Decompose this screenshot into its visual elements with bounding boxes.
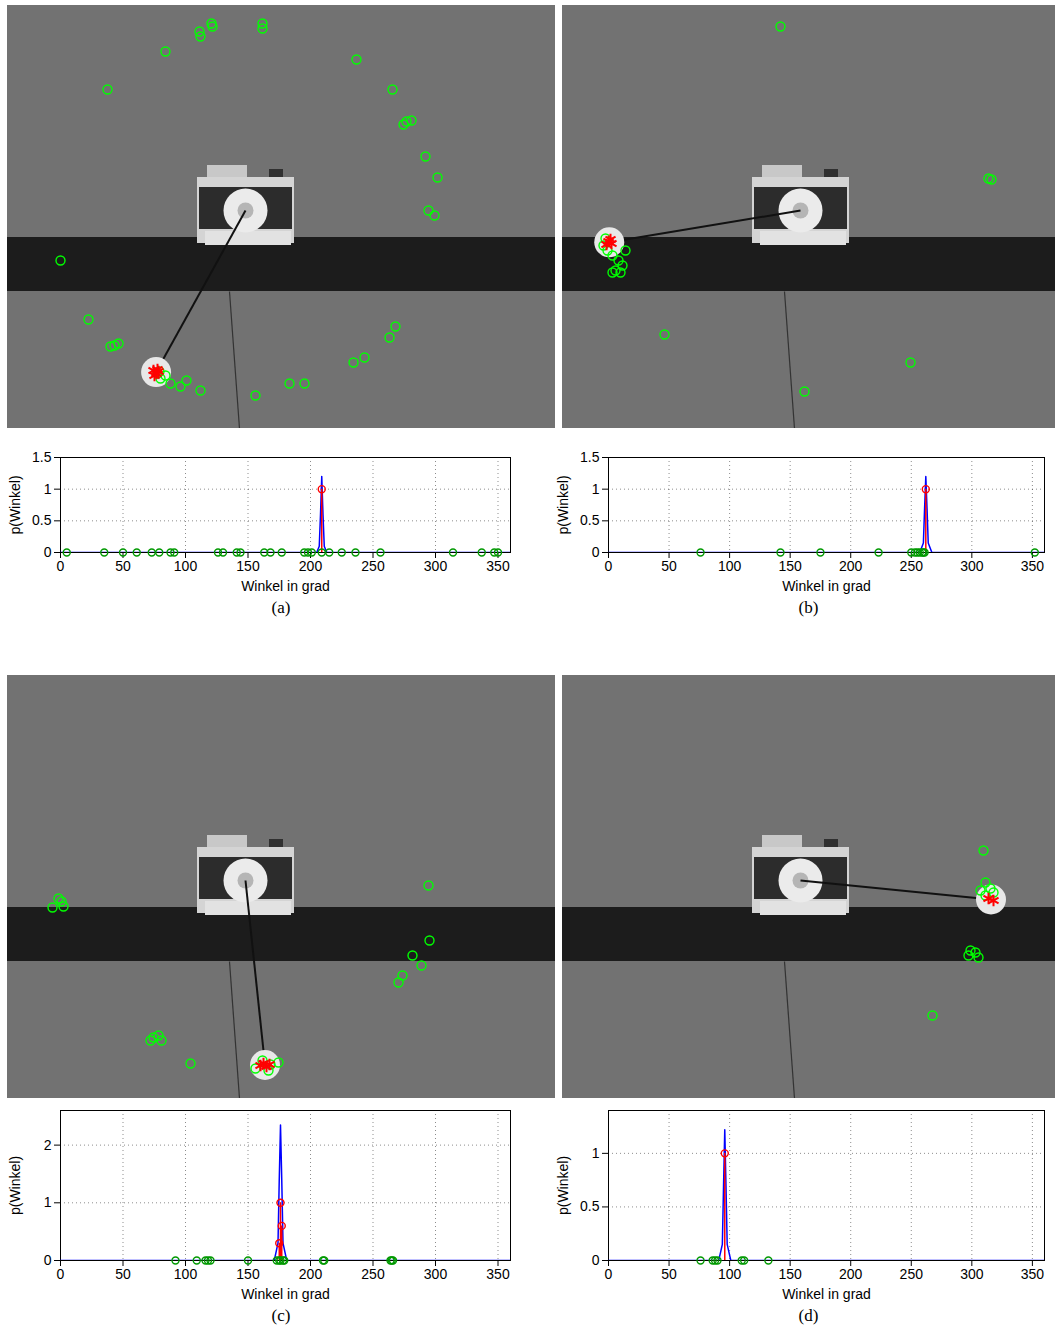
svg-text:p(Winkel): p(Winkel) — [7, 1156, 23, 1215]
svg-text:150: 150 — [778, 558, 802, 574]
svg-text:100: 100 — [718, 558, 742, 574]
svg-text:250: 250 — [361, 1266, 385, 1282]
svg-text:300: 300 — [424, 558, 448, 574]
svg-text:0: 0 — [44, 544, 52, 560]
svg-text:1: 1 — [592, 1145, 600, 1161]
svg-text:Winkel in grad: Winkel in grad — [241, 578, 330, 594]
svg-text:p(Winkel): p(Winkel) — [555, 475, 571, 534]
svg-text:200: 200 — [839, 558, 863, 574]
svg-text:1.5: 1.5 — [32, 449, 52, 465]
svg-text:350: 350 — [486, 558, 510, 574]
svg-text:1: 1 — [592, 481, 600, 497]
html-text:(d): (d) — [798, 1306, 819, 1325]
svg-text:250: 250 — [900, 558, 924, 574]
svg-text:0: 0 — [605, 1266, 613, 1282]
svg-text:p(Winkel): p(Winkel) — [7, 475, 23, 534]
html-text:(c): (c) — [271, 1306, 291, 1325]
svg-text:Winkel in grad: Winkel in grad — [241, 1286, 330, 1302]
svg-text:350: 350 — [1021, 1266, 1045, 1282]
svg-text:0.5: 0.5 — [580, 512, 600, 528]
svg-text:50: 50 — [115, 558, 131, 574]
html-text:(b): (b) — [798, 598, 819, 617]
svg-text:300: 300 — [960, 1266, 984, 1282]
svg-text:50: 50 — [661, 1266, 677, 1282]
svg-text:0: 0 — [57, 558, 65, 574]
svg-text:2: 2 — [44, 1137, 52, 1153]
svg-text:1: 1 — [44, 1194, 52, 1210]
svg-text:350: 350 — [1021, 558, 1045, 574]
svg-text:350: 350 — [486, 1266, 510, 1282]
svg-text:300: 300 — [424, 1266, 448, 1282]
svg-text:250: 250 — [900, 1266, 924, 1282]
svg-text:300: 300 — [960, 558, 984, 574]
svg-text:1.5: 1.5 — [580, 449, 600, 465]
html-text:(a): (a) — [271, 598, 291, 617]
svg-text:50: 50 — [661, 558, 677, 574]
svg-text:0: 0 — [57, 1266, 65, 1282]
svg-text:1: 1 — [44, 481, 52, 497]
svg-text:Winkel in grad: Winkel in grad — [782, 1286, 871, 1302]
svg-text:100: 100 — [174, 1266, 198, 1282]
svg-text:150: 150 — [778, 1266, 802, 1282]
svg-text:0: 0 — [592, 544, 600, 560]
svg-text:200: 200 — [839, 1266, 863, 1282]
svg-text:250: 250 — [361, 558, 385, 574]
svg-text:150: 150 — [236, 1266, 260, 1282]
svg-text:Winkel in grad: Winkel in grad — [782, 578, 871, 594]
svg-text:50: 50 — [115, 1266, 131, 1282]
svg-text:100: 100 — [718, 1266, 742, 1282]
svg-text:200: 200 — [299, 1266, 323, 1282]
svg-text:p(Winkel): p(Winkel) — [555, 1156, 571, 1215]
svg-text:100: 100 — [174, 558, 198, 574]
svg-text:0.5: 0.5 — [32, 512, 52, 528]
svg-text:200: 200 — [299, 558, 323, 574]
svg-text:0: 0 — [592, 1252, 600, 1268]
svg-text:0: 0 — [44, 1252, 52, 1268]
svg-text:0: 0 — [605, 558, 613, 574]
svg-text:0.5: 0.5 — [580, 1198, 600, 1214]
svg-text:150: 150 — [236, 558, 260, 574]
